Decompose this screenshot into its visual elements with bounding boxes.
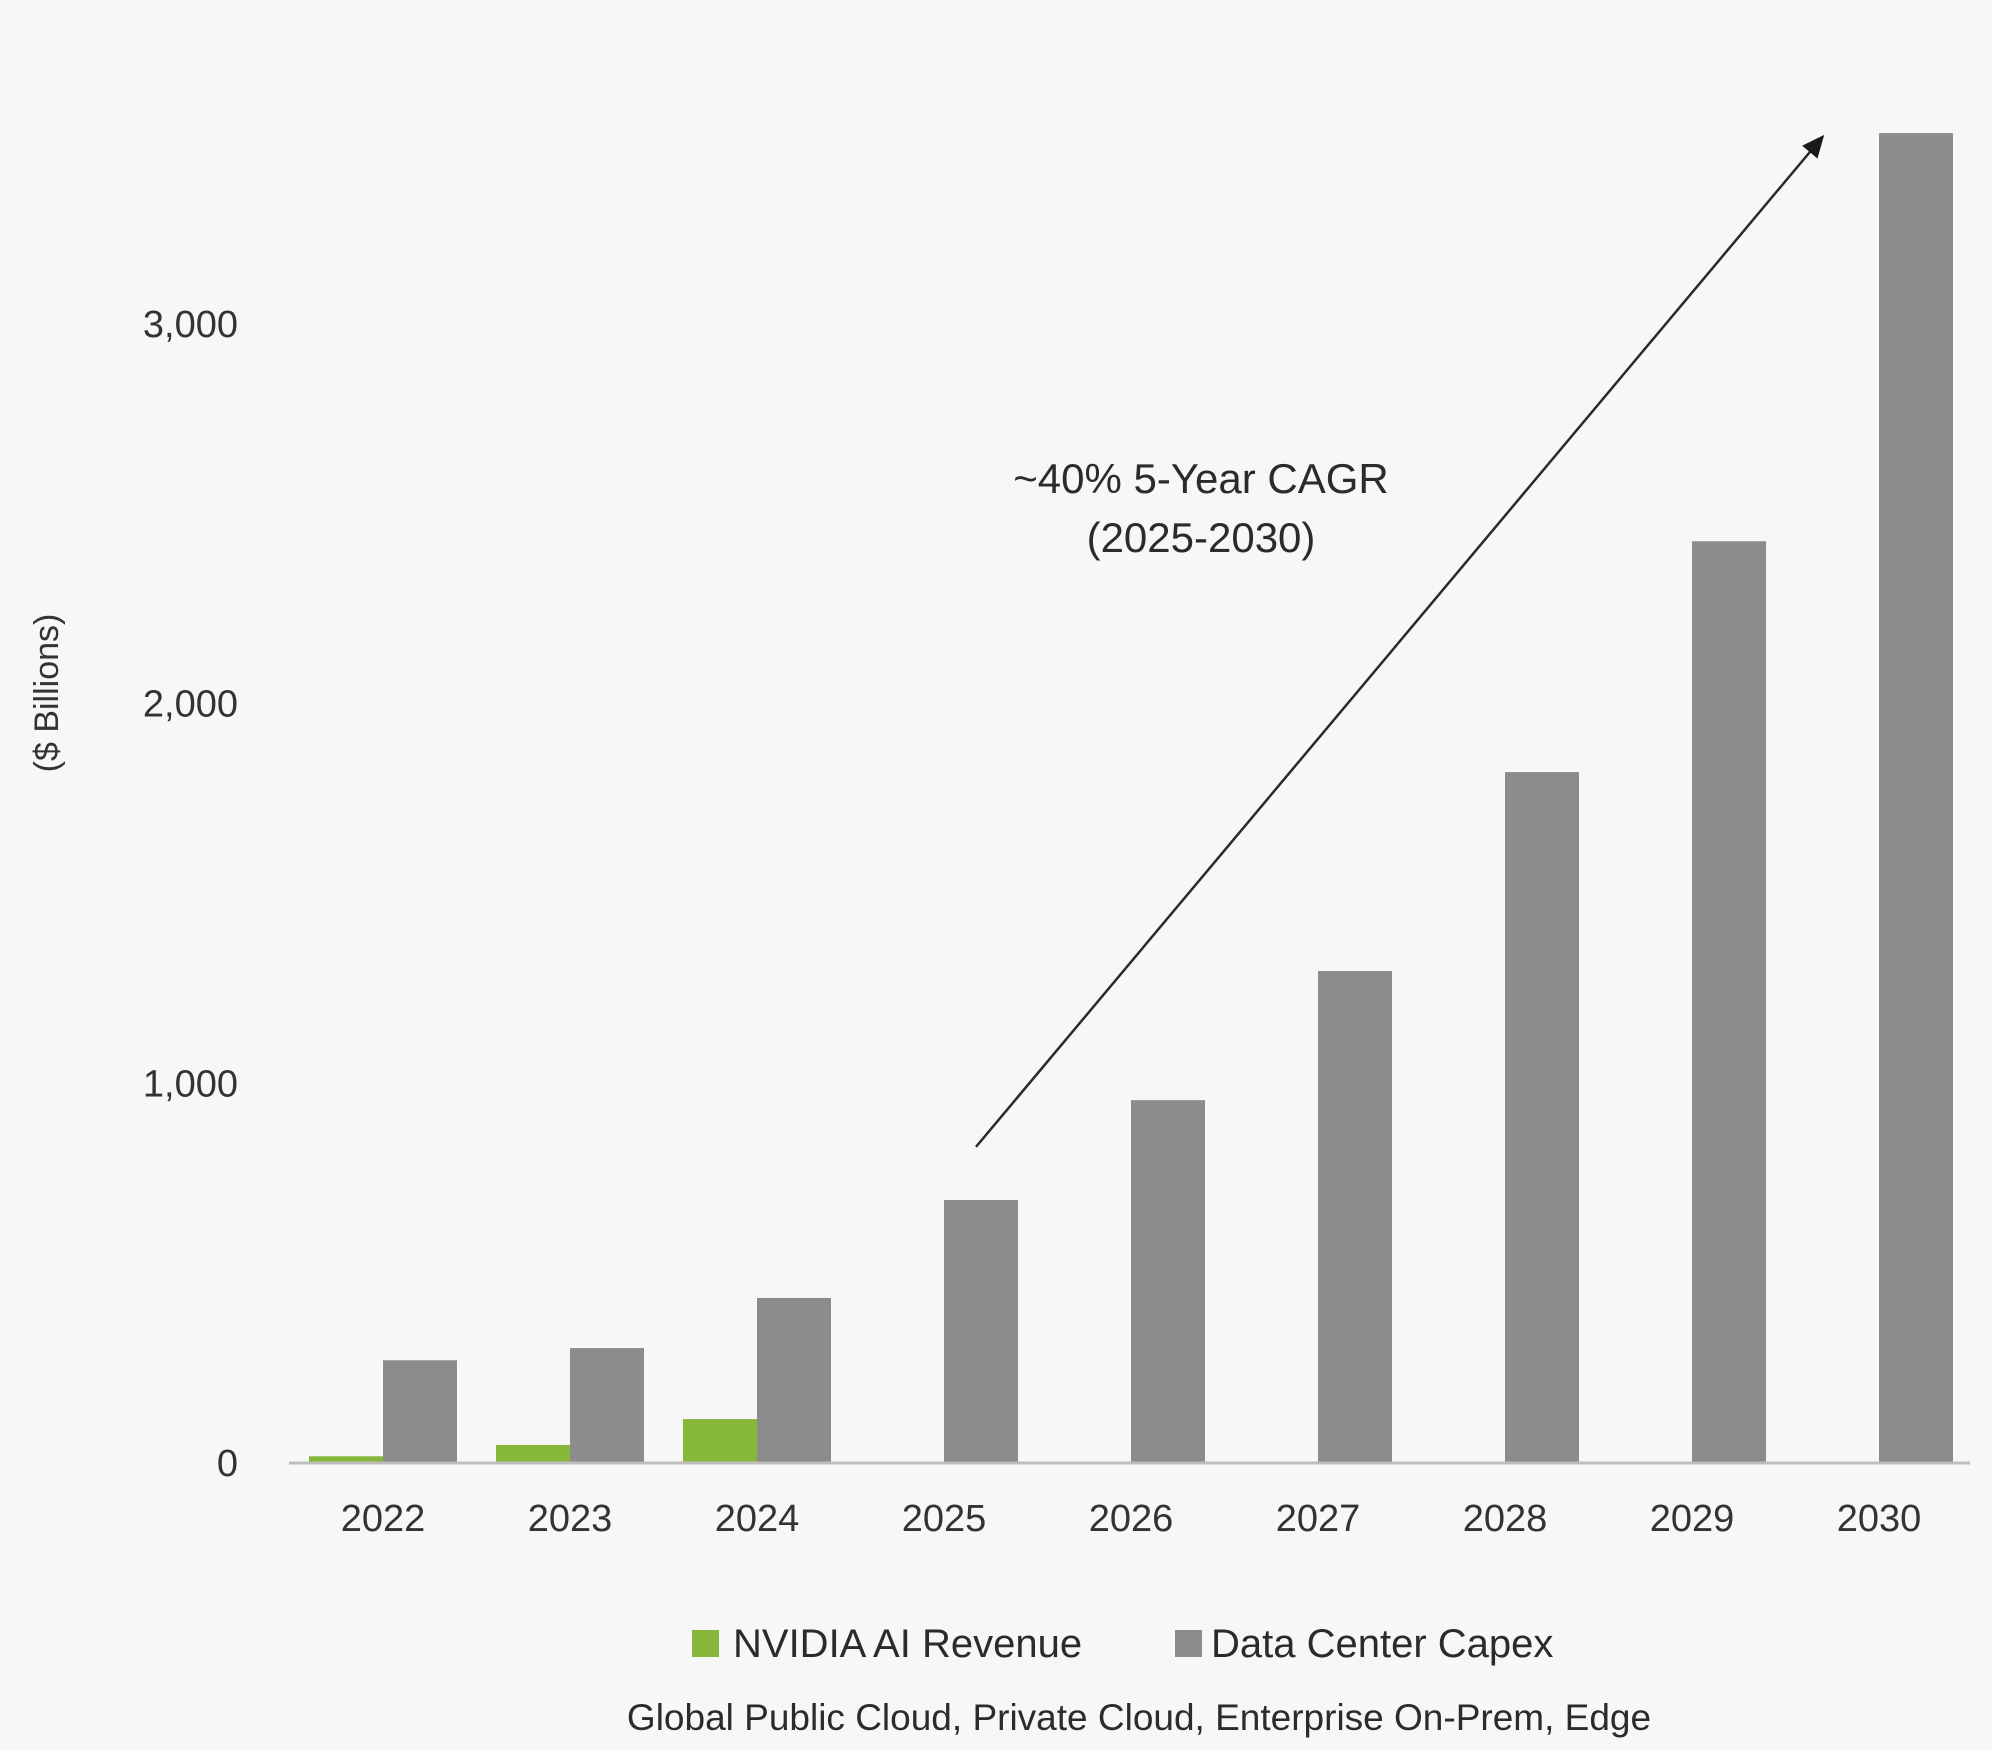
x-tick-label: 2028: [1463, 1498, 1548, 1540]
x-tick-label: 2029: [1650, 1498, 1735, 1540]
bars-group: [309, 133, 1953, 1462]
legend-swatch-data-center-capex: [1175, 1630, 1202, 1657]
cagr-annotation: ~40% 5-Year CAGR (2025-2030): [975, 134, 1825, 1148]
legend: NVIDIA AI Revenue Data Center Capex: [692, 1622, 1553, 1666]
y-tick-label: 2,000: [143, 684, 238, 726]
x-tick-label: 2025: [902, 1498, 987, 1540]
bar-data-center-capex-2030: [1879, 133, 1953, 1462]
legend-label-data-center-capex: Data Center Capex: [1211, 1622, 1553, 1666]
x-tick-label: 2023: [528, 1498, 613, 1540]
bar-nvidia-ai-revenue-2022: [309, 1456, 383, 1462]
y-axis-label: ($ Billions): [28, 614, 66, 773]
y-tick-labels: 0 1,000 2,000 3,000: [143, 304, 238, 1485]
bottom-border: [0, 1750, 1992, 1756]
bar-nvidia-ai-revenue-2024: [683, 1419, 757, 1462]
bar-data-center-capex-2025: [944, 1200, 1018, 1462]
x-tick-label: 2030: [1837, 1498, 1922, 1540]
x-tick-label: 2024: [715, 1498, 800, 1540]
y-tick-label: 0: [217, 1443, 238, 1485]
bar-data-center-capex-2024: [757, 1297, 831, 1462]
y-tick-label: 1,000: [143, 1063, 238, 1105]
cagr-annotation-line-2: (2025-2030): [1087, 514, 1316, 561]
bar-data-center-capex-2026: [1131, 1100, 1205, 1462]
bar-data-center-capex-2022: [383, 1360, 457, 1462]
x-tick-label: 2022: [341, 1498, 426, 1540]
legend-swatch-nvidia-ai-revenue: [692, 1630, 719, 1657]
x-tick-label: 2027: [1276, 1498, 1361, 1540]
cagr-arrow: [975, 134, 1825, 1148]
x-tick-label: 2026: [1089, 1498, 1174, 1540]
bar-data-center-capex-2023: [570, 1348, 644, 1462]
y-tick-label: 3,000: [143, 304, 238, 346]
legend-label-nvidia-ai-revenue: NVIDIA AI Revenue: [733, 1622, 1082, 1666]
chart-subtitle: Global Public Cloud, Private Cloud, Ente…: [627, 1697, 1651, 1738]
bar-nvidia-ai-revenue-2023: [496, 1444, 570, 1462]
x-tick-labels: 2022 2023 2024 2025 2026 2027 2028 2029 2030: [341, 1498, 1922, 1540]
bar-data-center-capex-2028: [1505, 772, 1579, 1462]
cagr-annotation-line-1: ~40% 5-Year CAGR: [1013, 455, 1388, 502]
bar-data-center-capex-2029: [1692, 541, 1766, 1462]
bar-data-center-capex-2027: [1318, 971, 1392, 1462]
